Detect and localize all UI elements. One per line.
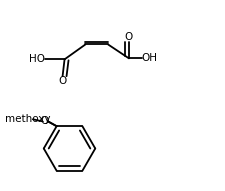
Text: OH: OH bbox=[142, 53, 158, 63]
Text: HO: HO bbox=[29, 54, 45, 64]
Text: O: O bbox=[58, 76, 67, 86]
Text: O: O bbox=[41, 116, 49, 126]
Text: O: O bbox=[125, 32, 133, 42]
Text: methoxy: methoxy bbox=[5, 114, 51, 124]
